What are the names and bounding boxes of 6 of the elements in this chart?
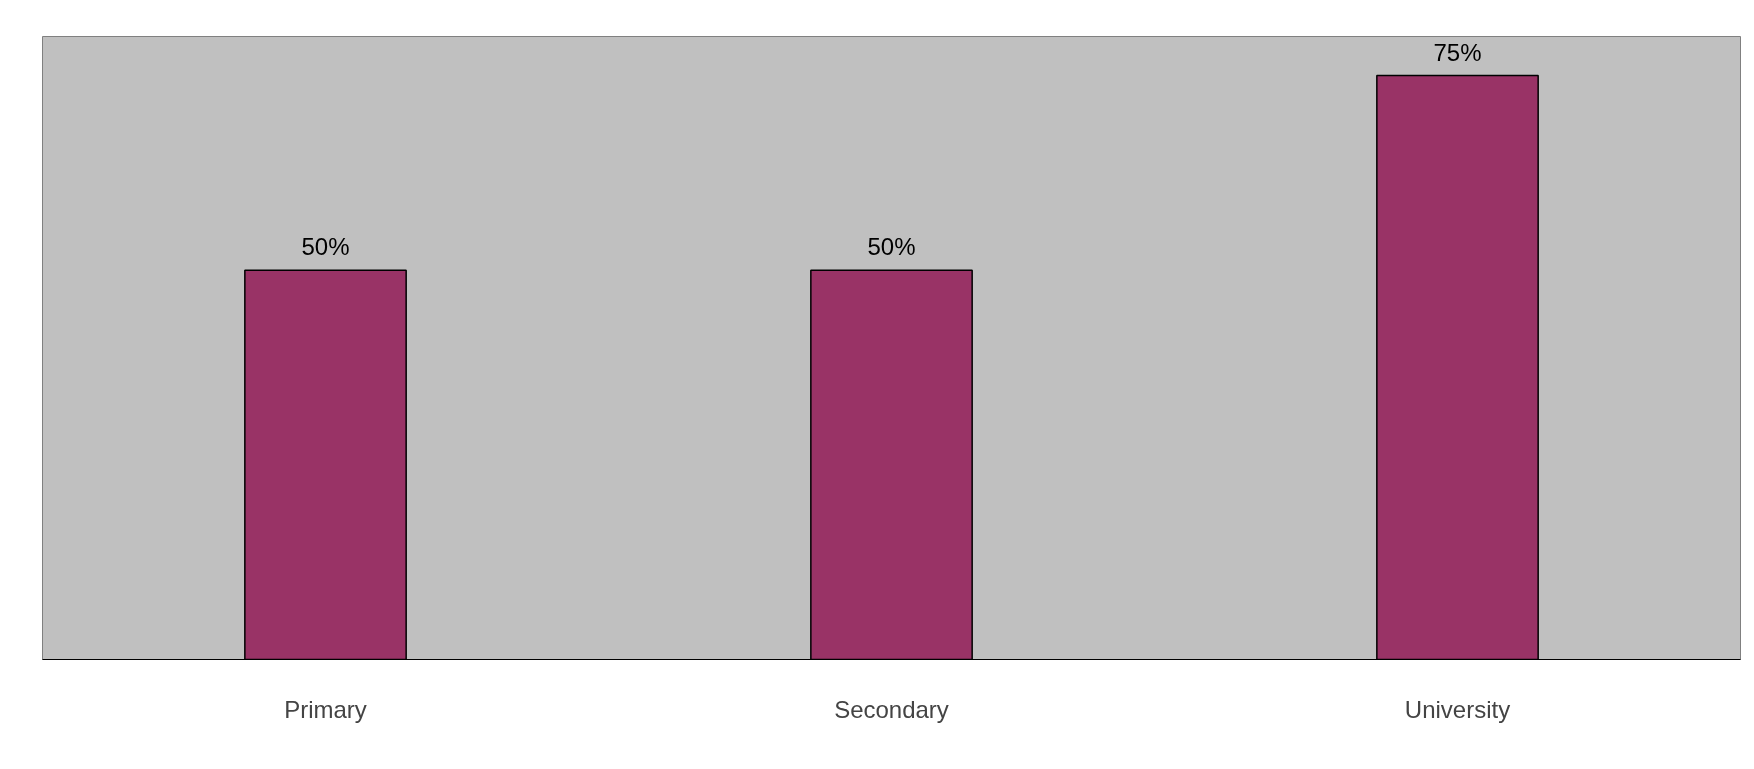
data-label: 75%	[1433, 38, 1482, 66]
data-label: 50%	[301, 233, 350, 261]
data-label: 50%	[867, 233, 916, 261]
x-tick-label: University	[1404, 695, 1511, 723]
x-tick-label: Secondary	[834, 695, 949, 723]
x-tick-label: Primary	[284, 695, 367, 723]
